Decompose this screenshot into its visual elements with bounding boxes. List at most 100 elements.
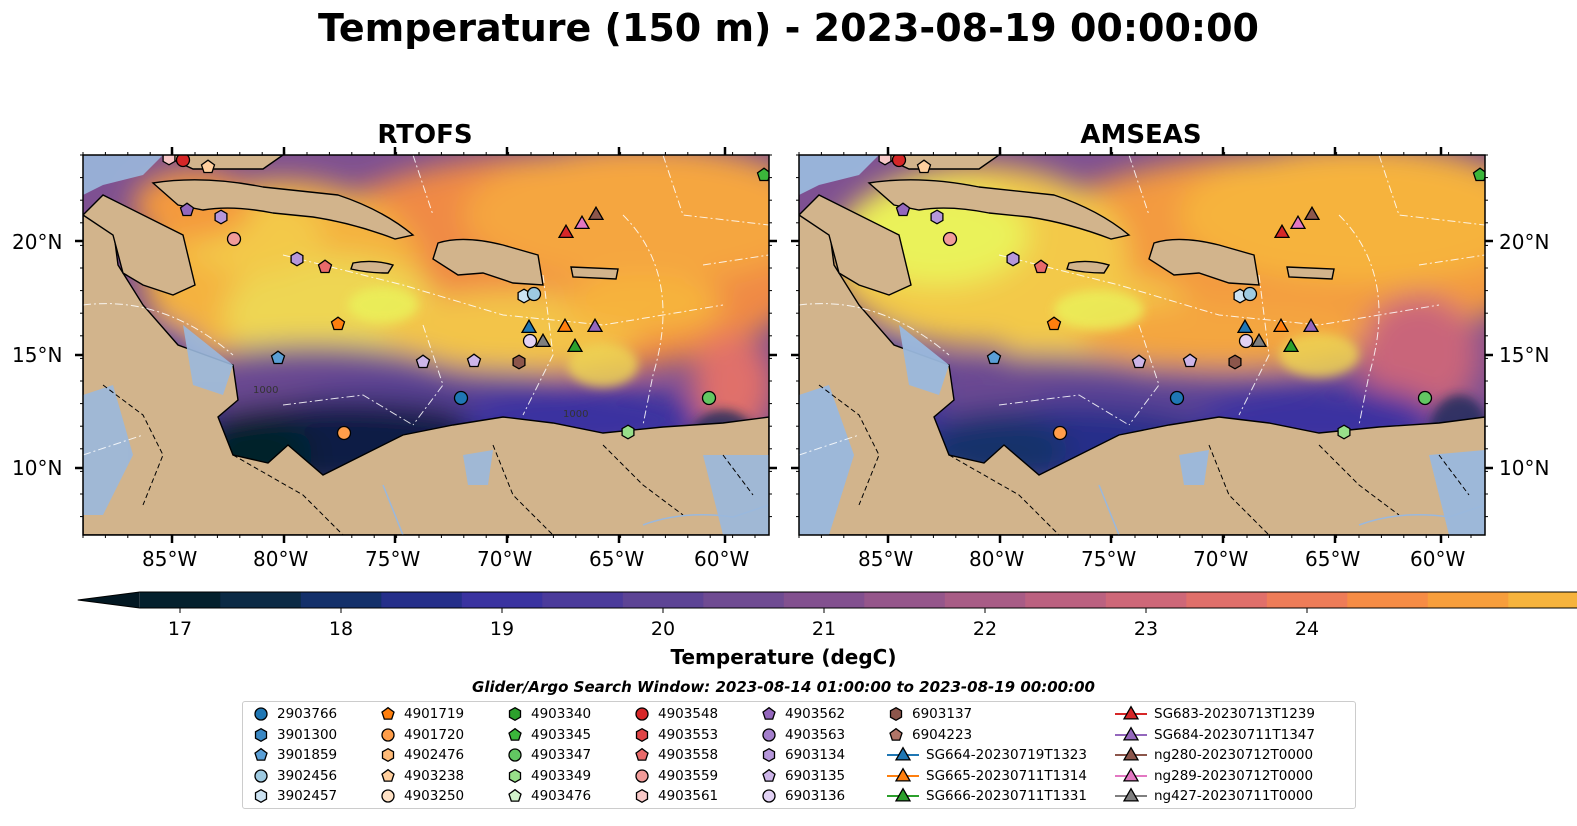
legend-entry: 6903136: [759, 786, 845, 806]
legend-marker-icon: [762, 727, 776, 742]
platform-marker: [330, 316, 346, 331]
lat-label-left: 15°N: [12, 343, 63, 367]
legend-entry: 4903548: [632, 704, 718, 724]
circle-icon: [381, 789, 395, 804]
figure-title: Temperature (150 m) - 2023-08-19 00:00:0…: [317, 6, 1259, 50]
central-america-land: [799, 210, 1485, 535]
platform-marker: [512, 354, 526, 370]
legend-entry: 6903135: [759, 766, 845, 786]
triangle-icon: [894, 787, 912, 802]
hexagon-icon: [508, 706, 522, 722]
legend-entry: SG664-20230719T1323: [886, 745, 1087, 765]
legend-entry-label: 3901300: [277, 726, 338, 743]
platform-marker: [1472, 167, 1485, 182]
puerto-rico-land: [1286, 266, 1335, 280]
platform-marker: [942, 231, 958, 247]
lon-label: 70°W: [477, 547, 533, 571]
platform-marker: [534, 332, 552, 348]
platform-marker: [1282, 337, 1300, 353]
rivers: [382, 484, 769, 535]
platform-marker: [566, 337, 584, 353]
platform-marker: [1250, 332, 1268, 348]
colorbar-segment: [461, 592, 543, 608]
platform-marker: [200, 159, 216, 174]
legend-marker-icon: [1115, 725, 1147, 741]
platform-marker: [1052, 425, 1068, 441]
pentagon-icon: [889, 727, 903, 741]
colorbar-tick-label: 19: [489, 618, 515, 640]
platform-marker: [573, 214, 591, 230]
legend-entry: ng289-20230712T0000: [1114, 766, 1313, 786]
legend-marker-icon: [762, 706, 776, 720]
platform-marker: [226, 231, 242, 247]
legend-marker-icon: [889, 727, 903, 741]
legend-entry-label: 4903476: [531, 788, 592, 805]
hexagon-icon: [508, 768, 522, 783]
rivers: [1098, 484, 1485, 535]
legend-marker-icon: [887, 767, 919, 782]
legend-marker-icon: [381, 706, 395, 720]
puerto-rico-land: [570, 266, 619, 280]
circle-icon: [635, 769, 649, 783]
lat-label-left: 10°N: [12, 456, 63, 480]
colorbar-segment: [139, 592, 221, 608]
map-panel-rtofs: 1000 1000: [75, 147, 777, 543]
platform-marker: [415, 354, 431, 369]
triangle-icon: [1122, 705, 1140, 720]
lon-label: 75°W: [365, 547, 421, 571]
marker-layer: [162, 155, 769, 441]
legend-entry-label: 4903345: [531, 726, 592, 743]
marker-layer: [878, 155, 1485, 441]
lat-label-right: 10°N: [1499, 456, 1550, 480]
colorbar-label: Temperature (degC): [670, 645, 897, 669]
triangle-icon: [1122, 725, 1140, 741]
legend-entry-label: ng289-20230712T0000: [1154, 767, 1314, 784]
legend-entry-label: 4903548: [658, 706, 719, 722]
legend-entry-label: SG664-20230719T1323: [926, 747, 1087, 764]
lon-label: 70°W: [1193, 547, 1249, 571]
circle-icon: [254, 769, 268, 783]
legend-entry-label: ng427-20230711T0000: [1154, 788, 1314, 805]
legend-entry-label: 4901719: [404, 706, 465, 722]
lon-label: 80°W: [969, 547, 1025, 571]
colorbar-segment: [300, 592, 382, 608]
colorbar-tick-label: 21: [811, 618, 837, 640]
legend-entry: 4903238: [378, 766, 464, 786]
legend-entry: 3901300: [251, 725, 337, 745]
colorbar-tick-label: 22: [972, 618, 998, 640]
contour-label: 1000: [563, 409, 588, 420]
legend-title: Glider/Argo Search Window: 2023-08-14 01…: [472, 678, 1095, 696]
lon-label: 85°W: [858, 547, 914, 571]
platform-marker: [290, 251, 304, 267]
platform-marker: [179, 202, 195, 217]
platform-marker: [1046, 316, 1062, 331]
lon-label: 60°W: [694, 547, 750, 571]
platform-marker: [1273, 223, 1291, 239]
legend-entry-label: 4903553: [658, 726, 719, 743]
platform-marker: [1417, 390, 1433, 406]
legend-entry: 4903563: [759, 725, 845, 745]
colorbar-segment: [1025, 592, 1107, 608]
platform-marker: [522, 333, 538, 349]
legend-marker-icon: [381, 768, 395, 782]
colorbar-tick-label: 23: [1133, 618, 1159, 640]
legend-marker-icon: [762, 768, 776, 782]
legend-entry-label: 6904223: [912, 726, 973, 743]
triangle-icon: [1122, 746, 1140, 761]
platform-marker: [1238, 333, 1254, 349]
cuba-land: [151, 179, 415, 240]
panel-title-rtofs: RTOFS: [377, 120, 473, 150]
jamaica-land: [350, 260, 395, 274]
legend-marker-icon: [887, 787, 919, 802]
circle-icon: [635, 707, 649, 721]
platform-marker: [336, 425, 352, 441]
lat-label-right: 15°N: [1499, 343, 1550, 367]
colorbar-segment: [622, 592, 704, 608]
triangle-icon: [1122, 767, 1140, 782]
legend-marker-icon: [381, 748, 395, 763]
hexagon-icon: [635, 727, 649, 742]
legend-marker-icon: [635, 748, 649, 761]
platform-marker: [701, 390, 717, 406]
colorbar-outline: [77, 591, 1577, 609]
legend-marker-icon: [1115, 787, 1147, 802]
